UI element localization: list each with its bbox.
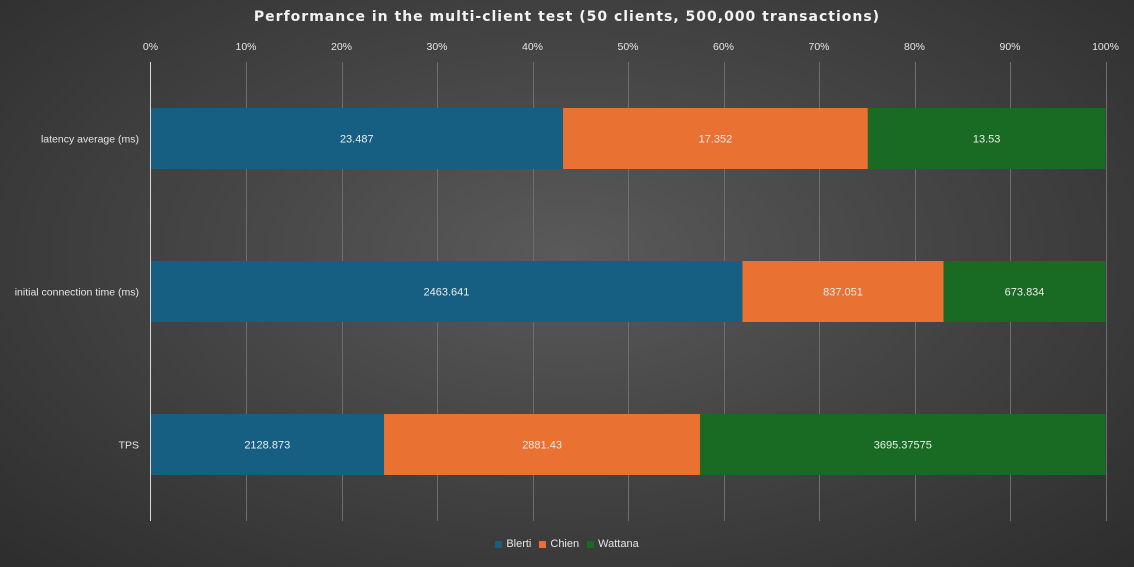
x-tick-label: 50% bbox=[617, 41, 638, 53]
bar-segment bbox=[867, 108, 1106, 169]
legend-label: Wattana bbox=[598, 538, 639, 550]
data-label: 673.834 bbox=[1005, 287, 1045, 299]
data-label: 2128.873 bbox=[244, 440, 290, 452]
bar-segment bbox=[150, 261, 743, 322]
legend-swatch bbox=[587, 540, 595, 548]
legend-item: Blerti bbox=[495, 538, 531, 550]
x-tick-label: 10% bbox=[235, 41, 256, 53]
bar-segment bbox=[563, 108, 868, 169]
x-tick-label: 70% bbox=[808, 41, 829, 53]
category-label: latency average (ms) bbox=[41, 134, 139, 146]
bar-segment bbox=[700, 414, 1106, 475]
legend-item: Wattana bbox=[587, 538, 639, 550]
data-label: 17.352 bbox=[699, 134, 733, 146]
chart-title: Performance in the multi-client test (50… bbox=[253, 9, 881, 25]
legend-label: Blerti bbox=[506, 538, 532, 550]
legend: Blerti Chien Wattana bbox=[0, 538, 1134, 550]
bar-segment bbox=[150, 108, 564, 169]
bar-segment bbox=[150, 414, 385, 475]
x-tick-label: 30% bbox=[426, 41, 447, 53]
x-tick-label: 20% bbox=[331, 41, 352, 53]
x-tick-label: 60% bbox=[713, 41, 734, 53]
x-tick-label: 40% bbox=[522, 41, 543, 53]
category-label: TPS bbox=[119, 440, 139, 452]
data-label: 2463.641 bbox=[424, 287, 470, 299]
legend-item: Chien bbox=[539, 538, 579, 550]
data-label: 837.051 bbox=[823, 287, 863, 299]
category-label: initial connection time (ms) bbox=[15, 287, 139, 299]
bar-segment bbox=[384, 414, 701, 475]
data-label: 2881.43 bbox=[522, 440, 562, 452]
bar-segment bbox=[742, 261, 944, 322]
data-label: 13.53 bbox=[973, 134, 1001, 146]
x-tick-label: 90% bbox=[999, 41, 1020, 53]
legend-swatch bbox=[539, 540, 547, 548]
bar-segment bbox=[943, 261, 1106, 322]
data-label: 3695.37575 bbox=[874, 440, 932, 452]
legend-label: Chien bbox=[550, 538, 580, 550]
legend-swatch bbox=[495, 540, 503, 548]
x-tick-label: 0% bbox=[143, 41, 158, 53]
x-tick-label: 100% bbox=[1092, 41, 1119, 53]
x-tick-label: 80% bbox=[904, 41, 925, 53]
data-label: 23.487 bbox=[340, 134, 374, 146]
